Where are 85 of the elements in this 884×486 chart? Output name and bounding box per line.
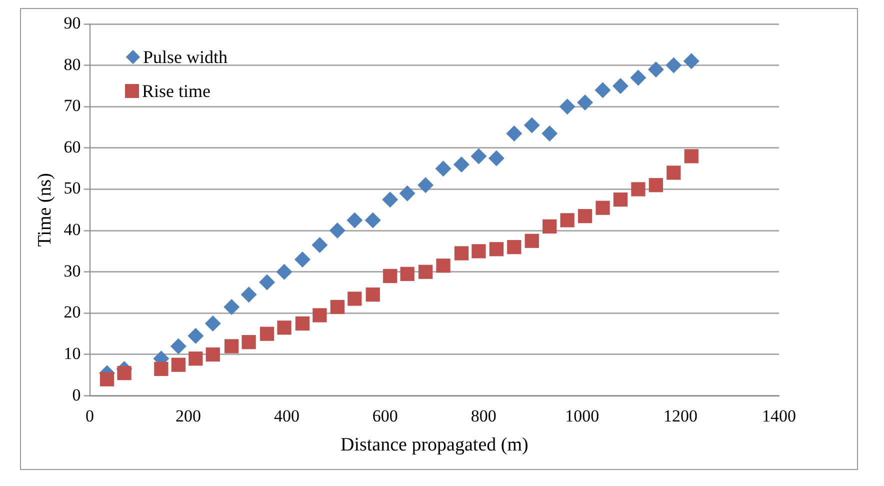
- point: [294, 251, 310, 268]
- point: [400, 266, 414, 282]
- point: [507, 240, 522, 254]
- x-tick-label: 200: [176, 406, 202, 426]
- point: [224, 339, 239, 354]
- point: [224, 298, 240, 315]
- point: [418, 177, 434, 194]
- legend-label: Rise time: [142, 80, 210, 102]
- x-tick-label: 1000: [565, 406, 600, 426]
- point: [382, 192, 398, 208]
- y-tick-label: 0: [72, 385, 81, 404]
- point: [648, 178, 663, 192]
- y-tick-label: 50: [64, 178, 81, 198]
- x-tick-label: 800: [470, 406, 496, 426]
- y-tick-label: 80: [64, 54, 81, 74]
- y-tick-label: 70: [64, 96, 81, 116]
- point: [648, 61, 664, 78]
- point: [366, 288, 380, 302]
- y-tick-label: 20: [64, 302, 81, 322]
- legend-label: Pulse width: [143, 46, 228, 68]
- point: [329, 222, 346, 239]
- x-tick-label: 1200: [664, 406, 698, 426]
- point: [100, 372, 114, 386]
- point: [312, 308, 327, 322]
- point: [276, 264, 292, 280]
- point: [613, 192, 628, 207]
- point: [330, 300, 344, 314]
- y-tick-label: 90: [64, 13, 81, 32]
- point: [470, 148, 487, 164]
- x-tick-label: 400: [274, 406, 300, 426]
- point: [489, 242, 504, 256]
- y-tick-label: 10: [64, 344, 81, 363]
- point: [240, 286, 257, 303]
- point: [559, 98, 576, 115]
- point: [242, 335, 256, 350]
- point: [560, 213, 574, 228]
- point: [435, 160, 452, 177]
- point: [596, 200, 610, 215]
- point: [631, 182, 646, 196]
- point: [454, 246, 469, 260]
- point: [594, 82, 611, 98]
- point: [453, 156, 470, 172]
- x-tick-label: 1400: [762, 406, 796, 426]
- point: [524, 117, 540, 134]
- point: [542, 219, 557, 234]
- point: [666, 57, 682, 74]
- point: [259, 274, 276, 290]
- point: [418, 264, 433, 279]
- point: [277, 320, 292, 335]
- point: [506, 125, 522, 142]
- y-axis-title: Time (ns): [34, 173, 56, 247]
- point: [204, 316, 221, 332]
- point: [188, 328, 204, 344]
- x-tick-label: 0: [86, 406, 94, 426]
- point: [684, 149, 698, 164]
- point: [346, 212, 363, 228]
- point: [364, 212, 381, 228]
- point: [170, 338, 186, 354]
- point: [542, 125, 558, 142]
- x-axis-title: Distance propagated (m): [340, 434, 528, 456]
- point: [399, 185, 416, 202]
- point: [188, 352, 203, 366]
- point: [524, 234, 539, 248]
- point: [630, 70, 646, 86]
- point: [577, 94, 594, 110]
- y-tick-label: 30: [64, 261, 81, 280]
- point: [117, 366, 132, 380]
- y-tick-label: 60: [64, 137, 81, 156]
- point: [383, 268, 398, 284]
- x-tick-label: 600: [372, 406, 398, 426]
- point: [436, 258, 450, 273]
- point: [206, 347, 220, 362]
- point: [154, 362, 168, 376]
- point: [578, 209, 592, 224]
- point: [348, 292, 362, 306]
- point: [472, 244, 486, 258]
- point: [488, 150, 504, 166]
- point: [295, 316, 310, 331]
- point: [666, 166, 681, 180]
- point: [171, 358, 186, 372]
- point: [612, 78, 628, 94]
- point: [260, 326, 274, 341]
- point: [683, 53, 700, 70]
- y-tick-label: 40: [64, 220, 81, 240]
- point: [312, 237, 328, 254]
